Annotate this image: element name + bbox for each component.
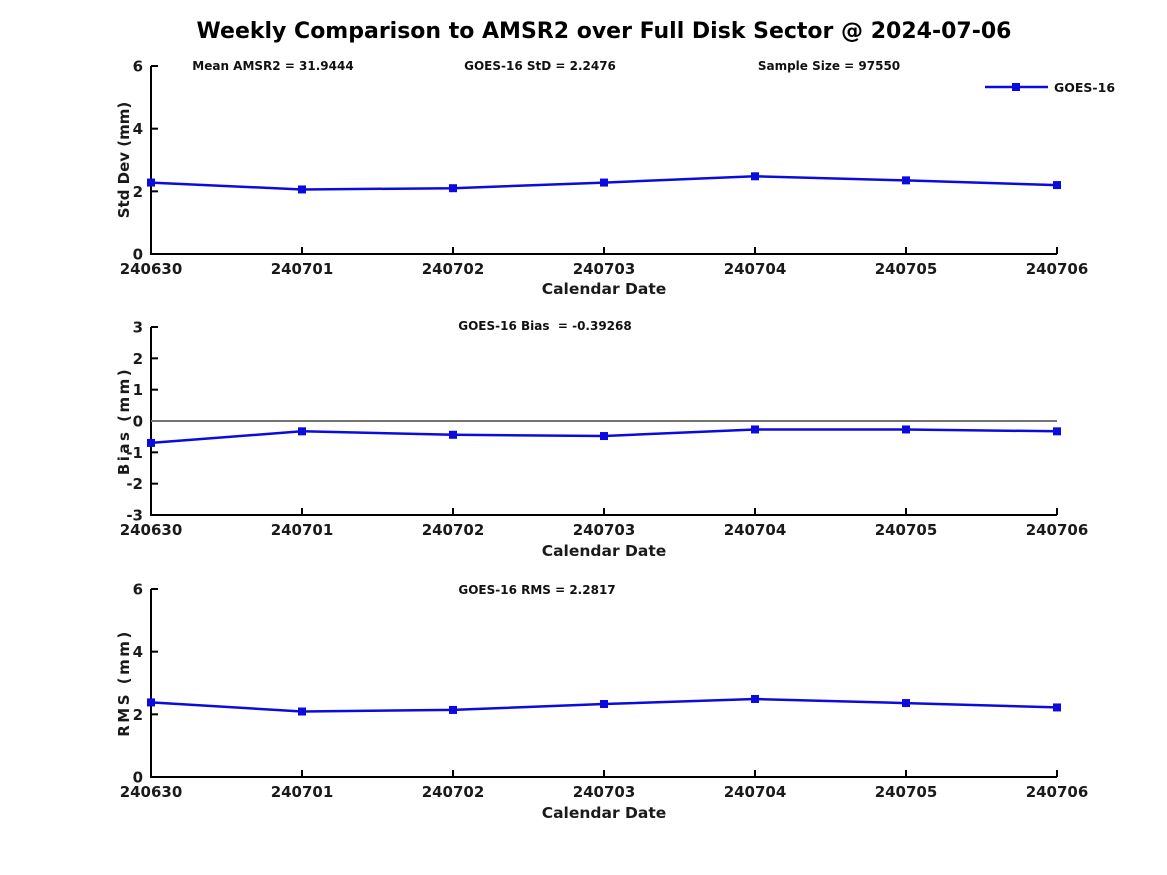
y-tick-label: 0 [133,246,143,264]
xlabel-calendar-date-2: Calendar Date [541,542,667,560]
legend-label-goes16: GOES-16 [1054,80,1116,95]
goes16-data-point [449,184,457,193]
goes16-data-point [902,699,910,708]
annotation-goes16-rms: GOES-16 RMS = 2.2817 [458,583,616,597]
xlabel-calendar-date-3: Calendar Date [541,804,667,822]
xlabel-calendar-date-1: Calendar Date [541,280,667,298]
x-tick-label: 240702 [422,783,485,801]
figure-title: Weekly Comparison to AMSR2 over Full Dis… [196,19,1012,44]
goes16-data-point [1053,181,1061,190]
y-tick-label: 0 [133,769,143,787]
y-tick-label: -3 [126,507,143,525]
y-tick-label: 6 [133,58,143,76]
x-tick-label: 240706 [1026,783,1089,801]
x-tick-label: 240701 [271,521,334,539]
goes16-data-point [449,430,457,439]
x-tick-label: 240704 [724,521,787,539]
annotation-goes16-bias: GOES-16 Bias = -0.39268 [458,319,632,333]
x-tick-label: 240702 [422,260,485,278]
axis-spine [150,589,1057,778]
goes16-data-point [751,172,759,181]
goes16-data-point [298,427,306,436]
y-tick-label: 1 [133,381,143,399]
goes16-data-point [902,425,910,434]
goes16-data-point [751,425,759,434]
y-tick-label: -2 [126,475,143,493]
annotation-sample-size: Sample Size = 97550 [757,59,901,73]
ylabel-std-dev: Std Dev (mm) [115,101,133,219]
y-tick-label: 2 [133,350,143,368]
legend-marker-sample [1012,83,1020,91]
goes16-data-point [1053,427,1061,436]
x-tick-label: 240701 [271,783,334,801]
goes16-data-point [298,185,306,194]
x-tick-label: 240705 [875,521,938,539]
goes16-data-point [600,699,608,708]
goes16-data-point [449,705,457,714]
y-tick-label: 2 [133,706,143,724]
x-tick-label: 240704 [724,260,787,278]
goes16-data-point [600,432,608,441]
x-tick-label: 240630 [120,783,183,801]
goes16-data-point [147,438,155,447]
axis-spine [150,66,1057,255]
y-tick-label: 6 [133,581,143,599]
y-tick-label: 4 [133,120,143,138]
y-tick-label: 3 [133,319,143,337]
ylabel-rms: RMS (mm) [115,629,133,737]
annotation-mean-amsr2: Mean AMSR2 = 31.9444 [192,59,354,73]
goes16-data-point [298,707,306,716]
x-tick-label: 240701 [271,260,334,278]
x-tick-label: 240705 [875,260,938,278]
x-tick-label: 240702 [422,521,485,539]
x-tick-label: 240630 [120,521,183,539]
x-tick-label: 240706 [1026,521,1089,539]
y-tick-label: 2 [133,183,143,201]
x-tick-label: 240705 [875,783,938,801]
x-tick-label: 240706 [1026,260,1089,278]
annotation-goes16-std: GOES-16 StD = 2.2476 [464,59,616,73]
ylabel-bias: Bias (mm) [115,366,133,476]
goes16-data-point [600,178,608,187]
goes16-data-point [147,178,155,187]
x-tick-label: 240703 [573,521,636,539]
x-tick-label: 240630 [120,260,183,278]
goes16-data-point [147,698,155,707]
y-tick-label: -1 [126,444,143,462]
goes16-data-point [902,176,910,185]
x-tick-label: 240704 [724,783,787,801]
x-tick-label: 240703 [573,260,636,278]
goes16-data-point [1053,703,1061,712]
y-tick-label: 4 [133,643,143,661]
goes16-data-point [751,694,759,703]
y-tick-label: 0 [133,413,143,431]
x-tick-label: 240703 [573,783,636,801]
